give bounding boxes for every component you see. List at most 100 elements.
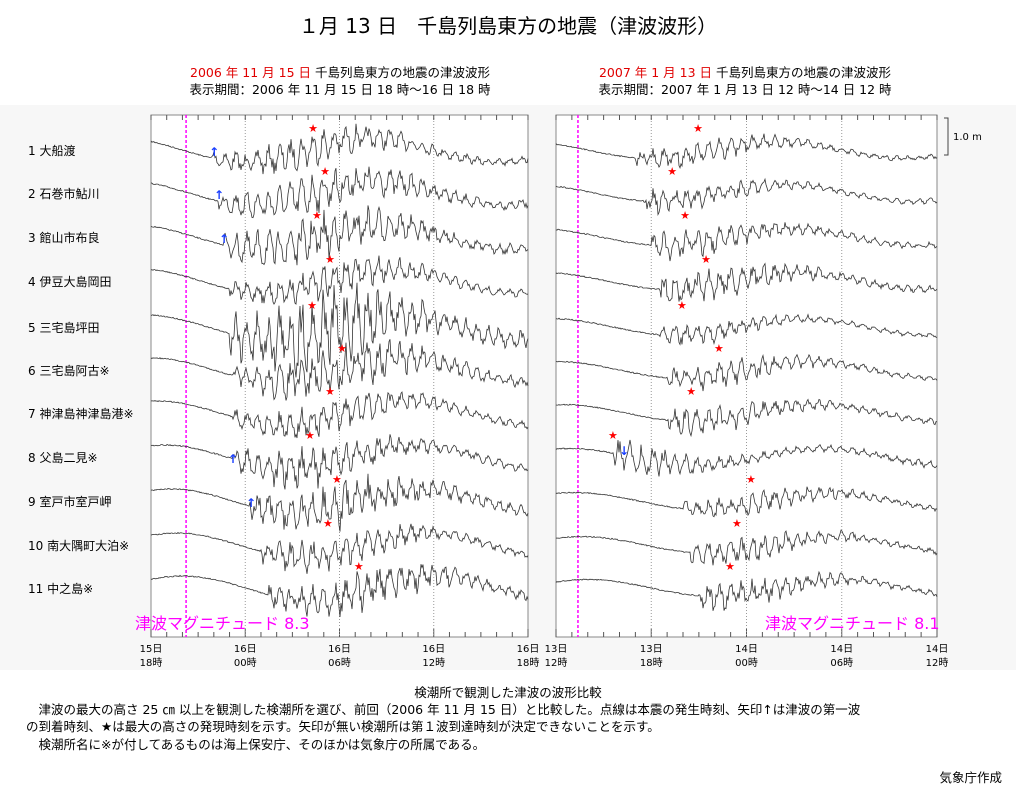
waveform <box>555 570 938 611</box>
max-height-star-icon: ★ <box>714 342 724 355</box>
station-label: 6 三宅島阿古※ <box>28 363 110 378</box>
scale-bar <box>944 117 949 156</box>
x-tick-label-hour: 18時 <box>640 657 663 669</box>
max-height-star-icon: ★ <box>337 342 347 355</box>
first-wave-arrow-up-icon: ↑ <box>246 496 256 510</box>
x-tick-label-day: 14日 <box>830 644 853 655</box>
note-line-1: 津波の最大の高さ 25 ㎝ 以上を観測した検潮所を選び、前回（2006 年 11… <box>26 702 861 717</box>
max-height-star-icon: ★ <box>307 299 317 312</box>
max-height-star-icon: ★ <box>323 517 333 530</box>
max-height-star-icon: ★ <box>354 560 364 573</box>
x-tick-label-hour: 18時 <box>517 657 540 669</box>
left-panel-heading: 2006 年 11 月 15 日 千島列島東方の地震の津波波形 <box>140 62 540 81</box>
first-wave-arrow-down-icon: ↓ <box>619 444 629 458</box>
max-height-star-icon: ★ <box>701 253 711 266</box>
x-tick-label-hour: 12時 <box>545 657 568 669</box>
station-label: 4 伊豆大島岡田 <box>28 274 111 289</box>
waveform <box>555 177 938 216</box>
waveform <box>555 398 937 438</box>
credit: 気象庁作成 <box>939 770 1002 785</box>
page-title: １月 13 日 千島列島東方の地震（津波波形） <box>298 14 718 38</box>
right-event: 千島列島東方の地震の津波波形 <box>716 65 892 80</box>
tsunami-magnitude-label: 津波マグニチュード 8.1 <box>765 614 940 633</box>
x-tick-label-day: 14日 <box>926 644 949 655</box>
left-period: 表示期間：2006 年 11 月 15 日 18 時～16 日 18 時 <box>189 82 491 97</box>
waveform <box>150 123 529 175</box>
station-label: 11 中之島※ <box>28 581 93 596</box>
x-tick-label-hour: 00時 <box>234 657 257 669</box>
max-height-star-icon: ★ <box>725 560 735 573</box>
waveform-chart: 1 大船渡 2 石巻市鮎川 3 館山市布良 4 伊豆大島岡田 5 三宅島坪田 6 三宅島阿… <box>0 105 1016 670</box>
caption: 検潮所で観測した津波の波形比較 <box>414 685 602 700</box>
right-period: 表示期間：2007 年 1 月 13 日 12 時～14 日 12 時 <box>598 82 892 97</box>
station-label: 1 大船渡 <box>28 143 75 158</box>
waveform <box>555 262 938 302</box>
max-height-star-icon: ★ <box>320 165 330 178</box>
x-tick-label-hour: 12時 <box>422 657 445 669</box>
waveform <box>150 205 529 266</box>
max-height-star-icon: ★ <box>325 253 335 266</box>
waveform <box>555 313 938 346</box>
first-wave-arrow-up-icon: ↑ <box>219 232 229 246</box>
max-height-star-icon: ★ <box>677 299 687 312</box>
waveform <box>555 529 938 566</box>
max-height-star-icon: ★ <box>305 429 315 442</box>
scale-label: 1.0 m <box>953 132 982 143</box>
station-label: 9 室戸市室戸岬 <box>28 494 111 509</box>
x-tick-label-day: 16日 <box>234 644 257 655</box>
x-tick-label-hour: 00時 <box>735 657 758 669</box>
max-height-star-icon: ★ <box>686 385 696 398</box>
waveform <box>150 523 529 574</box>
x-tick-label-day: 16日 <box>328 644 351 655</box>
waveform <box>555 222 938 262</box>
waveform <box>555 486 938 518</box>
x-tick-label-day: 13日 <box>640 644 663 655</box>
right-date: 2007 年 1 月 13 日 <box>598 65 713 80</box>
waveform <box>150 391 529 439</box>
max-height-star-icon: ★ <box>325 385 335 398</box>
x-tick-label-hour: 06時 <box>830 657 853 669</box>
max-height-star-icon: ★ <box>608 429 618 442</box>
waveform <box>150 282 529 378</box>
max-height-star-icon: ★ <box>693 122 703 135</box>
waveform <box>150 564 529 618</box>
max-height-star-icon: ★ <box>732 517 742 530</box>
station-label: 7 神津島神津島港※ <box>28 406 134 421</box>
station-label: 3 館山市布良 <box>28 230 99 245</box>
x-tick-label-day: 13日 <box>545 644 568 655</box>
max-height-star-icon: ★ <box>746 473 756 486</box>
waveform <box>150 473 529 532</box>
x-tick-label-day: 15日 <box>140 644 163 655</box>
first-wave-arrow-up-icon: ↑ <box>214 188 224 202</box>
left-event: 千島列島東方の地震の津波波形 <box>314 65 490 80</box>
max-height-star-icon: ★ <box>312 209 322 222</box>
note-line-3: 検潮所名に※が付してあるものは海上保安庁、そのほかは気象庁の所属である。 <box>26 737 486 752</box>
first-wave-arrow-up-icon: ↑ <box>228 452 238 466</box>
waveform <box>150 434 529 490</box>
note-line-2: の到着時刻、★は最大の高さの発現時刻を示す。矢印が無い検潮所は第１波到達時刻が決… <box>26 719 660 734</box>
station-label: 5 三宅島坪田 <box>28 320 99 335</box>
right-panel: 13日 12時 13日 18時 14日 00時 14日 06時 14日 12時 ★ ★ ★ ★ ★ ★ ★ ★ ★ ★… <box>545 114 949 669</box>
station-label: 8 父島二見※ <box>28 450 98 465</box>
waveform <box>555 133 938 169</box>
waveform <box>150 255 528 305</box>
max-height-star-icon: ★ <box>680 209 690 222</box>
tsunami-magnitude-label: 津波マグニチュード 8.3 <box>135 614 310 633</box>
left-date: 2006 年 11 月 15 日 <box>190 65 311 80</box>
waveform <box>555 353 938 392</box>
station-label: 10 南大隅町大泊※ <box>28 538 129 553</box>
right-panel-heading: 2007 年 1 月 13 日 千島列島東方の地震の津波波形 <box>545 62 945 81</box>
x-tick-label-day: 16日 <box>422 644 445 655</box>
max-height-star-icon: ★ <box>332 473 342 486</box>
x-tick-label-hour: 18時 <box>140 657 163 669</box>
max-height-star-icon: ★ <box>308 122 318 135</box>
x-tick-label-day: 16日 <box>517 644 540 655</box>
max-height-star-icon: ★ <box>667 165 677 178</box>
station-label: 2 石巻市鮎川 <box>28 186 99 201</box>
waveform <box>150 166 529 219</box>
waveform <box>555 439 938 477</box>
x-tick-label-hour: 12時 <box>926 657 949 669</box>
first-wave-arrow-up-icon: ↑ <box>209 145 219 159</box>
waveform <box>150 339 529 401</box>
